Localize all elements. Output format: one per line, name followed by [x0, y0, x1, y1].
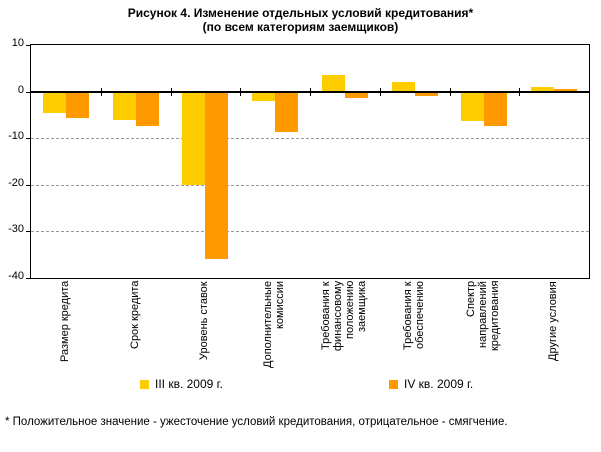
- bar-s0-c2: [182, 91, 206, 185]
- y-axis-label-0: 0: [17, 83, 24, 96]
- chart-title: Рисунок 4. Изменение отдельных условий к…: [0, 6, 601, 34]
- y-axis-label--10: -10: [8, 130, 24, 143]
- category-boundary-tick: [519, 87, 521, 96]
- x-axis-label-5: Требования к обеспечению: [401, 281, 426, 350]
- bar-s1-c7: [554, 88, 578, 92]
- y-axis-label--40: -40: [8, 270, 24, 282]
- category-boundary-tick: [170, 87, 172, 96]
- x-axis-label-3: Дополнительные комиссии: [262, 281, 287, 369]
- y-axis-label-10: 10: [11, 37, 24, 49]
- y-axis-label--30: -30: [8, 223, 24, 236]
- bar-s1-c2: [205, 91, 229, 260]
- y-axis-tick: [26, 278, 30, 279]
- bar-s1-c1: [135, 91, 159, 127]
- legend-item-q4: IV кв. 2009 г.: [389, 377, 473, 391]
- bar-s1-c6: [484, 91, 508, 127]
- gridline--10: [31, 138, 589, 140]
- x-axis-label-2: Уровень ставок: [198, 281, 211, 360]
- legend-label-q3: III кв. 2009 г.: [155, 377, 223, 391]
- y-axis-label--20: -20: [8, 176, 24, 189]
- chart-title-line2: (по всем категориям заемщиков): [202, 20, 399, 34]
- bar-s0-c7: [531, 86, 555, 92]
- gridline--20: [31, 184, 589, 186]
- legend-swatch-q4-icon: [389, 380, 398, 389]
- category-boundary-tick: [449, 87, 451, 96]
- category-boundary-tick: [310, 87, 311, 96]
- gridline--30: [31, 231, 589, 233]
- bar-s0-c3: [252, 91, 276, 101]
- legend-swatch-q3-icon: [140, 380, 149, 389]
- legend-label-q4: IV кв. 2009 г.: [404, 377, 474, 391]
- y-axis-tick: [26, 184, 30, 186]
- legend-item-q3: III кв. 2009 г.: [140, 377, 223, 391]
- category-boundary-tick: [240, 87, 242, 96]
- y-axis-tick: [26, 231, 30, 233]
- bar-s0-c1: [112, 91, 136, 120]
- category-boundary-tick: [100, 87, 102, 96]
- y-axis-tick: [26, 138, 30, 140]
- y-axis-tick: [26, 91, 30, 93]
- bar-s1-c4: [344, 91, 368, 98]
- x-axis-label-7: Другие условия: [547, 281, 560, 361]
- bar-s0-c5: [391, 82, 415, 92]
- plot-area: [26, 44, 590, 279]
- chart-title-line1: Рисунок 4. Изменение отдельных условий к…: [127, 6, 474, 20]
- bar-s1-c3: [275, 91, 299, 133]
- bar-s1-c0: [65, 91, 89, 119]
- category-boundary-tick: [379, 87, 381, 96]
- y-axis-tick: [26, 45, 30, 46]
- footnote: * Положительное значение - ужесточение у…: [5, 416, 508, 428]
- x-axis-label-6: Спектр направлений кредитования: [465, 281, 502, 352]
- bar-s0-c0: [42, 91, 66, 113]
- bar-s0-c6: [461, 91, 485, 121]
- x-axis-label-4: Требования к финансовому положению заемщ…: [319, 281, 368, 352]
- x-axis-label-1: Срок кредита: [128, 281, 141, 350]
- bar-s0-c4: [321, 74, 345, 92]
- x-axis-label-0: Размер кредита: [58, 281, 71, 363]
- bar-s1-c5: [414, 91, 438, 96]
